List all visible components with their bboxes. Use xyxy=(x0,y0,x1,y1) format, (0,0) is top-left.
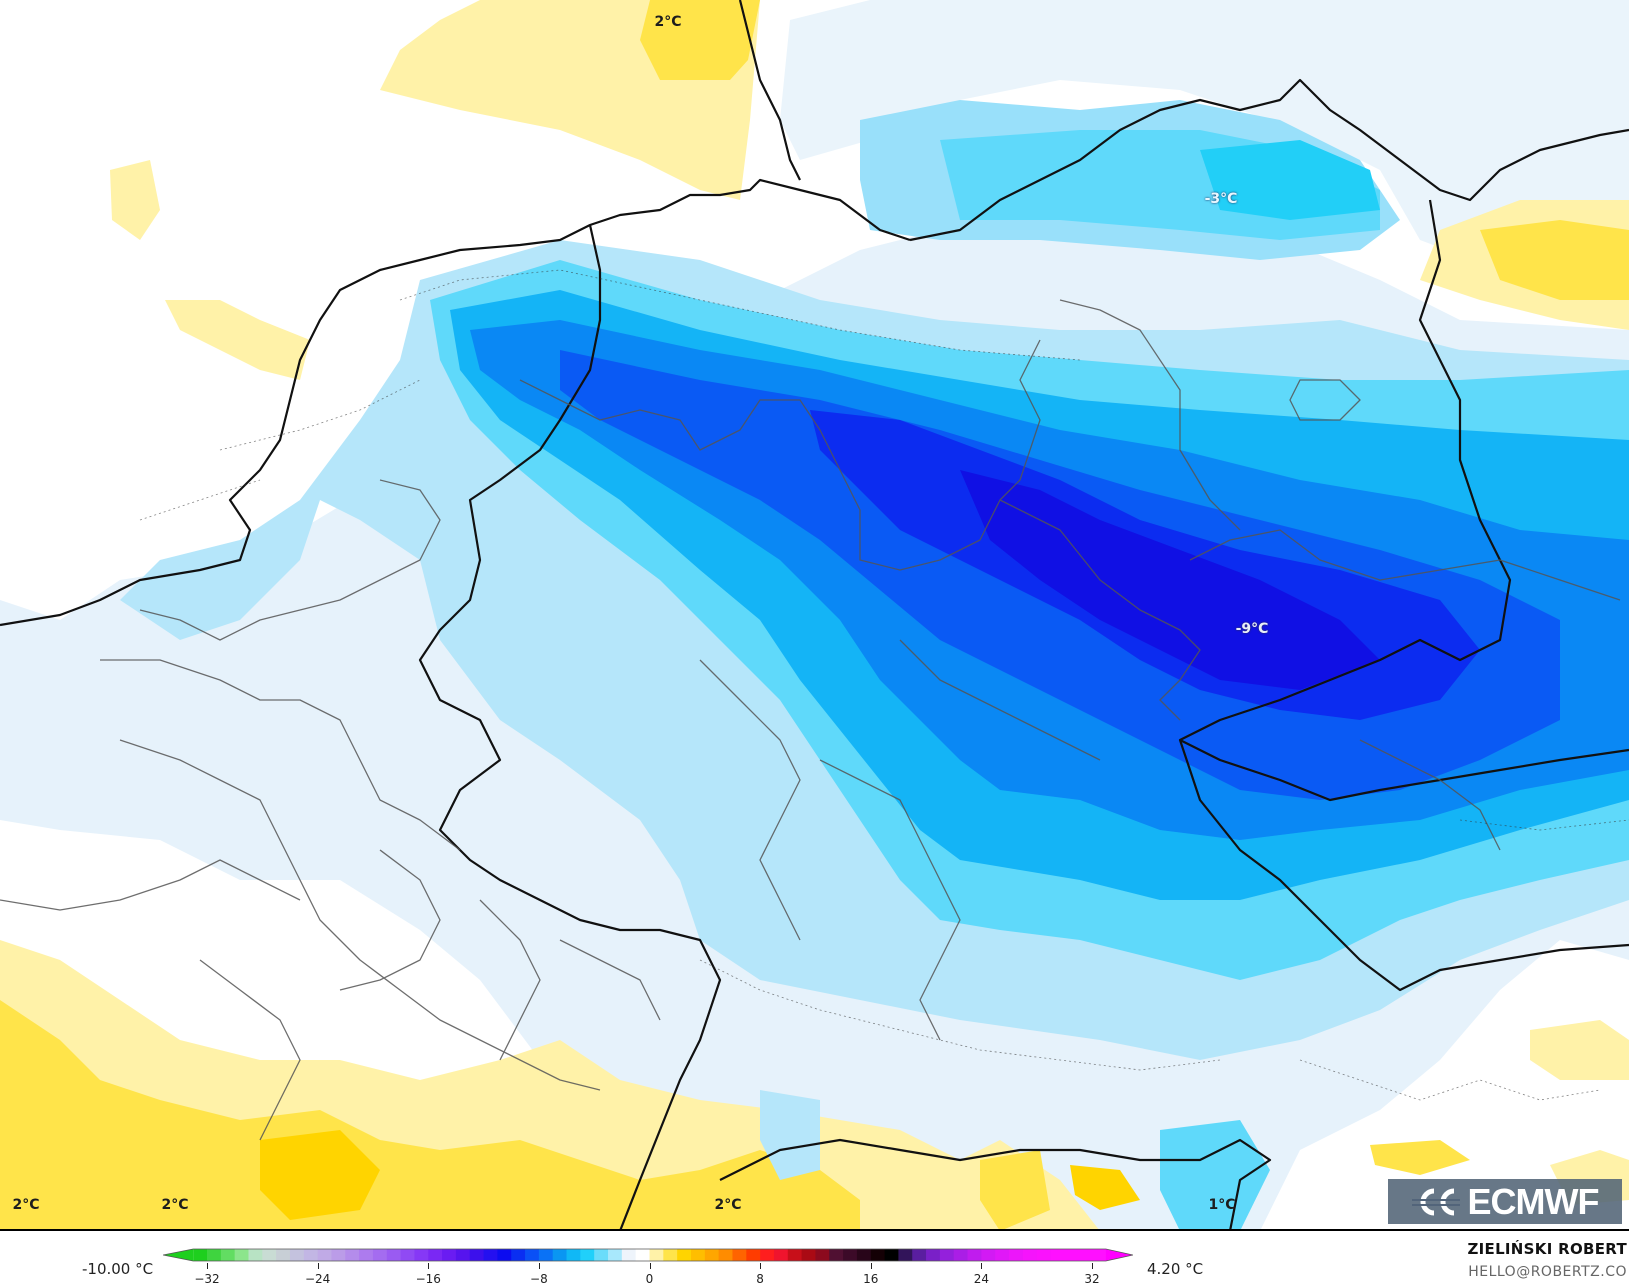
colorbar-tick-label: 24 xyxy=(973,1272,990,1286)
colorbar-max-label: 4.20 °C xyxy=(1147,1260,1204,1278)
colorbar-tick xyxy=(428,1263,430,1269)
ecmwf-logo-icon xyxy=(1411,1187,1462,1217)
temperature-field xyxy=(0,0,1629,1229)
colorbar-tick-label: 32 xyxy=(1084,1272,1100,1286)
author-credit: ZIELIŃSKI ROBERT xyxy=(1467,1240,1627,1258)
temperature-label: 2°C xyxy=(12,1197,40,1213)
temperature-label: 1°C xyxy=(1208,1197,1236,1213)
colorbar-tick-label: 8 xyxy=(756,1272,764,1286)
colorbar-tick xyxy=(317,1263,319,1269)
colorbar-tick xyxy=(981,1263,983,1269)
ecmwf-logo-text: ECMWF xyxy=(1467,1180,1600,1222)
colorbar-tick-label: −8 xyxy=(530,1272,548,1286)
colorbar-tick xyxy=(649,1263,651,1269)
temperature-label: -9°C xyxy=(1235,621,1269,637)
temperature-label: 2°C xyxy=(161,1197,189,1213)
colorbar-tick xyxy=(1092,1263,1093,1269)
colorbar-tick-label: 16 xyxy=(863,1272,879,1286)
temperature-map: 2°C -3°C -9°C 2°C 2°C 2°C 1°C ECMWF xyxy=(0,0,1629,1231)
colorbar xyxy=(163,1248,1133,1262)
colorbar-tick-label: 0 xyxy=(645,1272,654,1286)
colorbar-tick-label: −32 xyxy=(194,1272,220,1286)
author-email: HELLO@ROBERTZ.CO xyxy=(1468,1264,1627,1280)
colorbar-tick-label: −16 xyxy=(415,1272,441,1286)
temperature-label: 2°C xyxy=(714,1197,742,1213)
ecmwf-logo: ECMWF xyxy=(1388,1179,1622,1224)
colorbar-min-label: -10.00 °C xyxy=(82,1260,154,1278)
temperature-label: 2°C xyxy=(654,14,682,30)
temperature-label: -3°C xyxy=(1204,191,1238,207)
colorbar-tick xyxy=(870,1263,872,1269)
colorbar-tick xyxy=(207,1263,208,1269)
colorbar-tick xyxy=(538,1263,540,1269)
colorbar-tick xyxy=(760,1263,762,1269)
colorbar-tick-label: −24 xyxy=(304,1272,331,1286)
